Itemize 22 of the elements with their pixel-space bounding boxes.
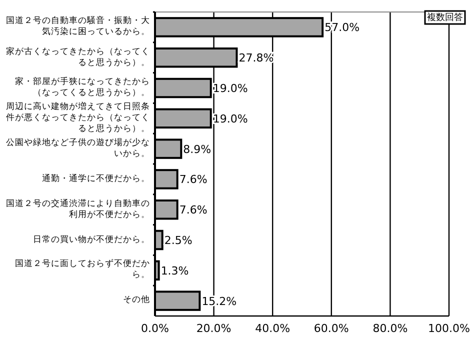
y-tick-label: その他 [122,295,150,306]
y-tick-label: 国道２号の自動車の騒音・振動・大気汚染に困っているから。 [5,16,150,38]
y-tick-label: 公園や緑地など子供の遊び場が少ないから。 [5,138,150,160]
x-tick-label: 20.0% [196,322,232,334]
y-tick-label: 国道２号に面しておらず不便だから。 [14,259,150,282]
y-tick-label: 家が古くなってきたから（なってくると思うから）。 [5,46,150,69]
x-tick-label: 100.0% [428,322,470,334]
data-label: 1.3% [160,264,189,277]
data-label: 7.6% [179,172,208,186]
y-tick-label: 日常の買い物が不便だから。 [32,234,150,246]
y-tick-label: 国道２号の交通渋滞により自動車の利用が不便だから。 [5,198,150,221]
data-label: 2.5% [164,234,192,246]
x-tick-label: 40.0% [255,322,290,334]
data-label: 7.6% [179,203,208,216]
y-tick-label: 通勤・通学に不便だから。 [41,174,150,185]
x-tick-label: 0.0% [141,322,169,334]
x-tick-label: 60.0% [314,322,349,334]
y-tick-label: 周辺に高い建物が増えてきて日照条件が悪くなってきたから（なってくると思うから）。 [5,102,150,135]
y-tick-label: 家・部屋が手狭になってきたから（なってくると思うから）。 [14,77,150,99]
x-tick-label: 80.0% [372,322,408,334]
data-label: 8.9% [183,142,212,156]
annotation: 複数回答 [427,12,463,23]
